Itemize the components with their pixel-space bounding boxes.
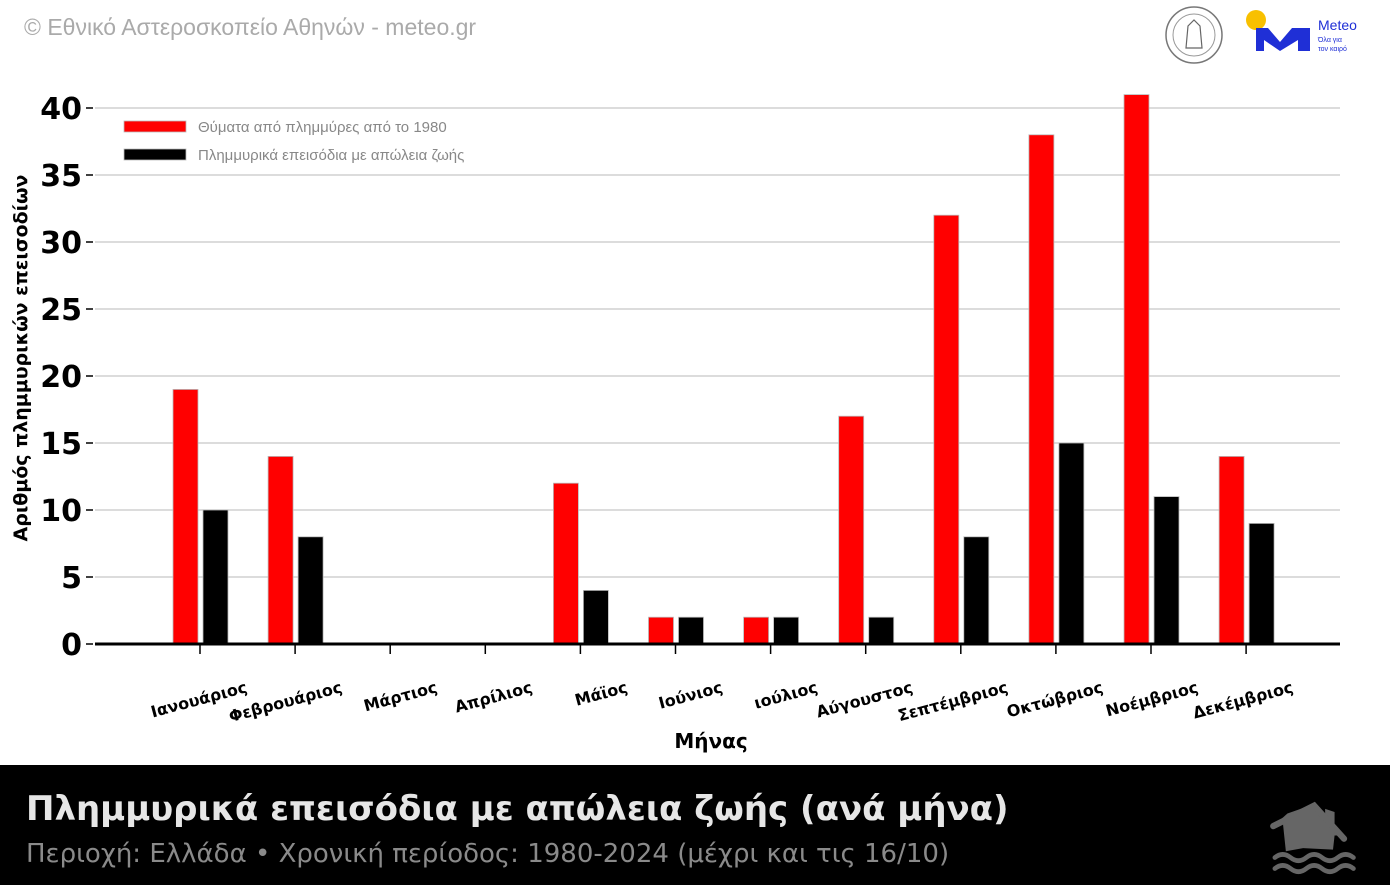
y-tick-label: 10	[40, 494, 82, 529]
bar-victims	[648, 616, 674, 645]
legend-label: Θύματα από πλημμύρες από το 1980	[198, 119, 447, 136]
legend-swatch	[123, 148, 187, 161]
bar-victims	[553, 482, 579, 645]
bar-episodes	[202, 509, 229, 645]
legend-label: Πλημμυρικά επεισόδια με απώλεια ζωής	[198, 147, 464, 164]
bar-episodes	[297, 536, 324, 645]
footer: Πλημμυρικά επεισόδια με απώλεια ζωής (αν…	[0, 765, 1390, 885]
footer-subtitle: Περιοχή: Ελλάδα • Χρονική περίοδος: 1980…	[26, 839, 950, 869]
x-tick-label: Νοέμβριος	[1104, 678, 1200, 721]
y-tick-label: 25	[40, 293, 82, 328]
bar-victims	[1218, 455, 1245, 645]
y-tick-label: 0	[61, 628, 82, 663]
bar-victims	[933, 214, 960, 645]
bar-episodes	[1248, 523, 1275, 645]
bar-episodes	[868, 616, 895, 645]
y-tick-label: 15	[40, 427, 82, 462]
y-tick-label: 5	[61, 561, 82, 596]
bar-victims	[1028, 134, 1055, 645]
bar-episodes	[1153, 496, 1180, 645]
legend-swatch	[123, 120, 187, 133]
flooded-house-icon	[1270, 801, 1356, 875]
bar-victims	[743, 616, 769, 645]
y-axis-label: Αριθμός πλημμυρικών επεισοδίων	[10, 174, 32, 541]
y-tick-label: 35	[40, 159, 82, 194]
svg-text:τον καιρό: τον καιρό	[1318, 45, 1347, 53]
x-tick-label: Μάϊος	[573, 678, 630, 710]
bar-victims	[1123, 94, 1150, 645]
bar-episodes	[583, 590, 609, 645]
svg-text:Meteo: Meteo	[1318, 17, 1357, 33]
y-tick-label: 30	[40, 226, 82, 261]
x-axis-label: Μήνας	[674, 729, 747, 753]
y-tick-label: 20	[40, 360, 82, 395]
x-tick-label: ιούλιος	[752, 678, 820, 713]
footer-title: Πλημμυρικά επεισόδια με απώλεια ζωής (αν…	[26, 789, 1009, 829]
bar-victims	[267, 455, 294, 645]
bar-episodes	[1058, 442, 1085, 645]
logos: Meteo Όλα για τον καιρό	[1165, 6, 1357, 64]
svg-text:Όλα για: Όλα για	[1317, 37, 1342, 44]
meteo-logo: Meteo Όλα για τον καιρό	[1246, 10, 1357, 53]
x-tick-label: Δεκέμβριος	[1191, 678, 1295, 723]
x-tick-label: Ιούνιος	[656, 678, 724, 713]
copyright-text: © Εθνικό Αστεροσκοπείο Αθηνών - meteo.gr	[24, 14, 477, 40]
observatory-seal-logo	[1165, 6, 1223, 64]
x-tick-label: Σεπτέμβριος	[896, 678, 1010, 726]
x-tick-label: Μάρτιος	[362, 678, 440, 716]
bar-victims	[172, 388, 199, 645]
bar-episodes	[963, 536, 990, 645]
y-tick-label: 40	[40, 92, 82, 127]
bar-episodes	[678, 616, 704, 645]
bar-episodes	[773, 616, 799, 645]
bar-victims	[838, 415, 865, 645]
x-tick-label: Απρίλιος	[453, 678, 535, 717]
x-tick-label: Οκτώβριος	[1005, 678, 1105, 722]
